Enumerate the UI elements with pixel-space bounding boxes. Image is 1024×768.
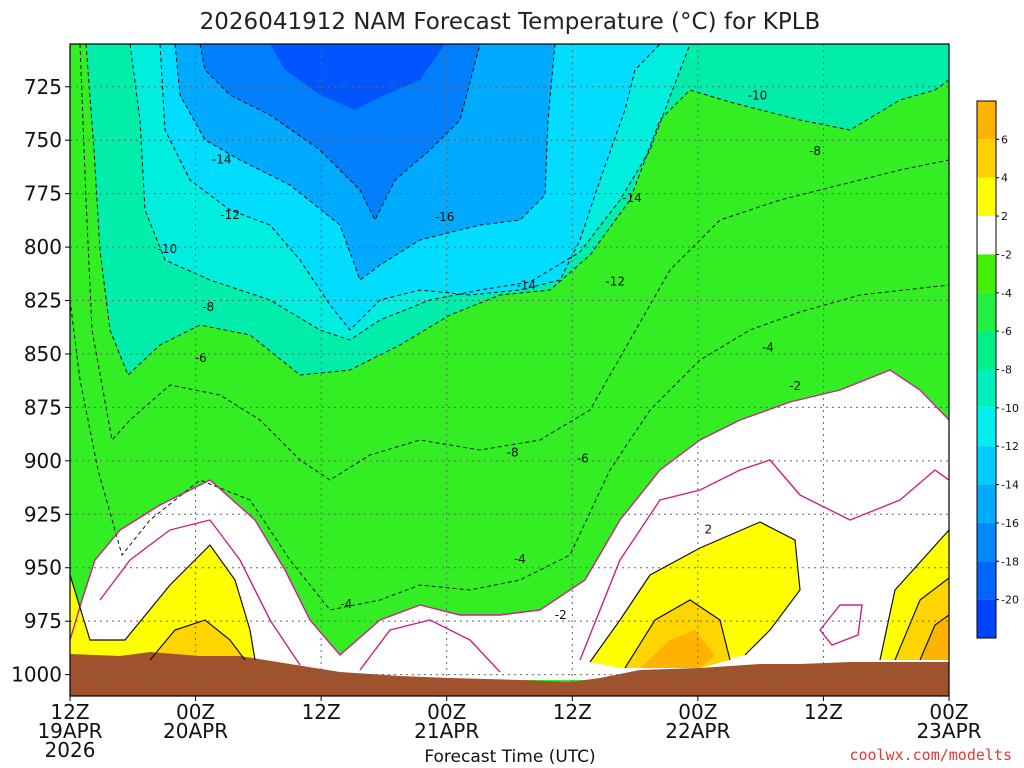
contour-label: -8 [809, 144, 821, 158]
colorbar-tick-label: -20 [1001, 594, 1019, 607]
colorbar-swatch [977, 561, 996, 600]
colorbar-tick-label: -10 [1001, 402, 1019, 415]
x-tick-label: 12Z [302, 700, 341, 724]
colorbar-tick-label: -4 [1001, 287, 1012, 300]
temp-band-plus-2 [70, 522, 949, 668]
colorbar-swatch [977, 254, 996, 293]
contour-label: -12 [220, 208, 240, 222]
y-tick-label: 725 [24, 75, 62, 99]
contour-label: -4 [340, 597, 352, 611]
x-tick-label: 00Z [176, 700, 215, 724]
colorbar-tick-label: -8 [1001, 364, 1012, 377]
colorbar-tick-label: 2 [1001, 210, 1008, 223]
y-tick-label: 750 [24, 128, 62, 152]
contour-label: -8 [507, 445, 519, 459]
colorbar-swatch [977, 407, 996, 447]
chart-title: 2026041912 NAM Forecast Temperature (°C)… [200, 9, 821, 35]
contour-label: 2 [705, 522, 713, 536]
x-tick-label: 00Z [929, 700, 968, 724]
contour-label: -8 [202, 300, 214, 314]
y-tick-label: 875 [24, 395, 62, 419]
contour-label: -4 [514, 552, 526, 566]
colorbar-swatch [977, 599, 996, 638]
temp-band-plus-6 [640, 615, 949, 668]
contour-label: -2 [789, 379, 801, 393]
colorbar-tick-label: 4 [1001, 172, 1008, 185]
contour-label: -6 [577, 452, 589, 466]
contour-label: -16 [435, 210, 455, 224]
x-tick-label: 20APR [163, 719, 228, 743]
plot-frame [69, 43, 950, 697]
contour-label: -2 [555, 608, 567, 622]
contour-label: -10 [748, 88, 768, 102]
x-tick-label: 19APR [37, 719, 102, 743]
colorbar: 6 4 2 -2 -4 -6 -8 -10 -12 -14 -16 -18 -20 [976, 100, 1019, 639]
credit-text: coolwx.com/modelts [849, 746, 1012, 764]
contour-label: -14 [212, 152, 232, 166]
plot-area [70, 44, 949, 696]
x-axis-title: Forecast Time (UTC) [424, 747, 595, 767]
terrain [70, 652, 949, 696]
colorbar-swatch [977, 484, 996, 523]
colorbar-tick-label: -6 [1001, 325, 1012, 338]
contour-label: -4 [762, 341, 774, 355]
colorbar-tick-label: -18 [1001, 555, 1019, 568]
contour-label: -12 [605, 274, 625, 288]
colorbar-swatch [977, 216, 996, 255]
colorbar-swatch [977, 331, 996, 370]
contour-labels: -14 -12 -10 -8 -6 -16 -14 -12 -14 -10 -8 -4 -2 -8 -6 -4… [158, 88, 822, 622]
colorbar-swatch [977, 177, 996, 217]
x-tick-label: 23APR [916, 719, 981, 743]
colorbar-tick-label: -14 [1001, 479, 1019, 492]
x-tick-label: 22APR [665, 719, 730, 743]
x-tick-label: 00Z [427, 700, 466, 724]
contour-label: -14 [622, 191, 642, 205]
colorbar-swatch [977, 101, 996, 140]
y-tick-label: 975 [24, 609, 62, 633]
colorbar-tick-label: -16 [1001, 517, 1019, 530]
colorbar-tick-label: -2 [1001, 248, 1012, 261]
y-tick-label: 850 [24, 342, 62, 366]
colorbar-tick-label: 6 [1001, 133, 1008, 146]
y-tick-label: 800 [24, 235, 62, 259]
colorbar-swatch [977, 446, 996, 485]
x-tick-label: 00Z [678, 700, 717, 724]
colorbar-tick-label: -12 [1001, 440, 1019, 453]
y-tick-label: 825 [24, 289, 62, 313]
x-tick-label: 2026 [45, 738, 96, 762]
x-tick-label: 12Z [804, 700, 843, 724]
y-tick-label: 900 [24, 449, 62, 473]
temp-band-minus-18 [200, 44, 480, 220]
contour-label: -10 [158, 242, 178, 256]
x-tick-label: 12Z [50, 700, 89, 724]
y-tick-label: 925 [24, 502, 62, 526]
colorbar-swatch [977, 139, 996, 178]
temp-band-minus-20 [270, 44, 445, 110]
x-tick-label: 21APR [414, 719, 479, 743]
x-tick-label: 12Z [553, 700, 592, 724]
y-tick-label: 1000 [11, 663, 62, 687]
colorbar-swatch [977, 292, 996, 332]
colorbar-swatch [977, 522, 996, 562]
y-axis: 725 750 775 800 825 850 875 900 925 950 975 1000 [11, 75, 70, 687]
contour-label: -14 [516, 279, 536, 293]
y-tick-label: 775 [24, 182, 62, 206]
contour-label: -6 [195, 351, 207, 365]
y-tick-label: 950 [24, 556, 62, 580]
colorbar-swatch [977, 369, 996, 408]
